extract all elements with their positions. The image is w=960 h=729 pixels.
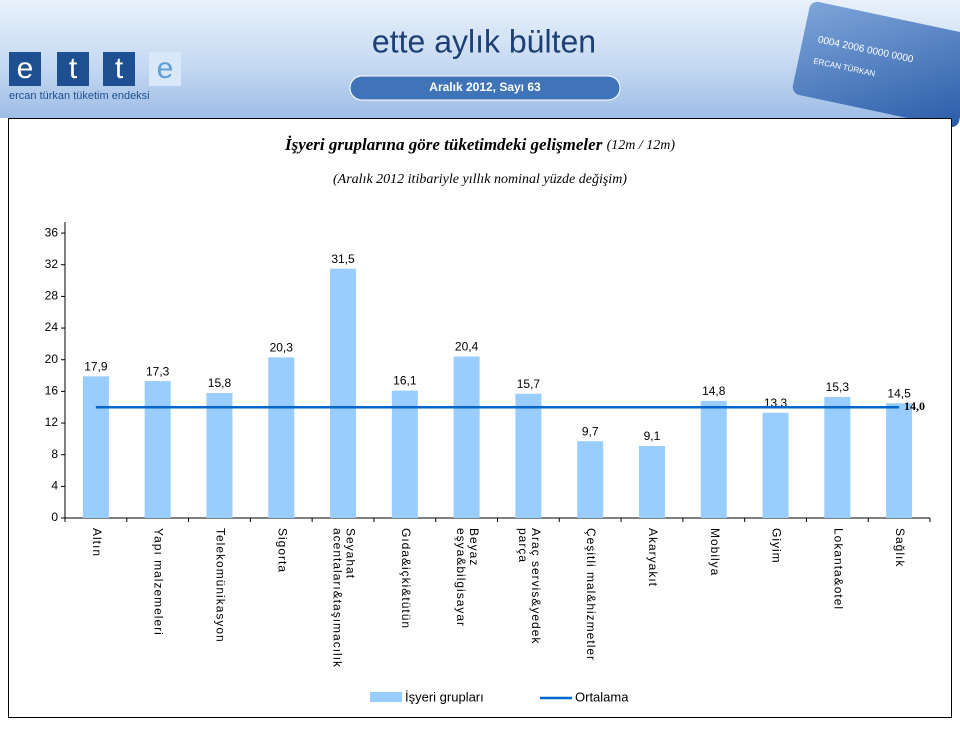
bar [638, 445, 665, 518]
issue-pill [349, 75, 621, 101]
bar [762, 412, 789, 518]
y-tick-label: 36 [45, 225, 59, 239]
y-tick-label: 20 [45, 352, 59, 366]
data-label: 20,3 [270, 341, 294, 355]
y-tick-label: 4 [51, 479, 58, 493]
logo-box [103, 52, 135, 86]
bar [886, 403, 913, 518]
data-label: 17,9 [84, 360, 108, 374]
logo: e t t e ercan türkan tüketim endeksi [9, 52, 181, 102]
legend-label: Ortalama [575, 689, 629, 704]
bar [824, 396, 851, 518]
y-tick-label: 16 [45, 384, 59, 398]
logo-box [9, 52, 41, 86]
data-label: 14,5 [887, 386, 911, 400]
bar [453, 356, 480, 518]
y-tick-label: 32 [45, 257, 59, 271]
data-label: 31,5 [331, 252, 355, 266]
logo-letter: e [157, 52, 174, 85]
data-label: 17,3 [146, 364, 170, 378]
bar [268, 357, 295, 518]
bar [515, 393, 542, 518]
bar [82, 376, 109, 518]
x-tick-label: Beyazeşya&bilgisayar [454, 528, 481, 627]
x-tick-label: Giyim [769, 528, 783, 564]
data-label: 9,7 [582, 424, 599, 438]
logo-letter: e [17, 52, 34, 85]
logo-caption: ercan türkan tüketim endeksi [9, 90, 150, 102]
bulletin-title: ette aylık bülten [372, 23, 596, 59]
logo-box [149, 52, 181, 86]
logo-box [57, 52, 89, 86]
bar [577, 441, 604, 518]
card-body [792, 1, 960, 128]
x-tick-label: Akaryakıt [646, 528, 660, 587]
bar [391, 390, 418, 518]
data-label: 16,1 [393, 374, 417, 388]
x-tick-label: Gıda&içki&tütün [399, 528, 413, 629]
y-tick-label: 28 [45, 289, 59, 303]
x-tick-label: Mobilya [708, 528, 722, 576]
x-tick-label: Yapı malzemeleri [152, 528, 166, 636]
data-label: 14,8 [702, 384, 726, 398]
bar [144, 381, 171, 518]
logo-letter: t [69, 52, 78, 85]
data-label: 20,4 [455, 340, 479, 354]
bar [700, 400, 727, 518]
card: 0004 2006 0000 0000 ERCAN TÜRKAN [792, 1, 960, 128]
chart-title: İşyeri gruplarına göre tüketimdeki geliş… [284, 135, 603, 154]
issue: Aralık 2012, Sayı 63 [429, 80, 541, 94]
x-tick-label: Sigorta [275, 528, 289, 573]
legend-label: İşyeri grupları [405, 689, 484, 704]
chart-title-note: (12m / 12m) [607, 138, 676, 153]
y-tick-label: 24 [45, 320, 59, 334]
data-label: 9,1 [644, 429, 661, 443]
x-tick-label: Altın [90, 528, 104, 557]
x-tick-label: Sağlık [893, 528, 907, 567]
y-tick-label: 8 [51, 447, 58, 461]
data-label: 15,7 [517, 377, 541, 391]
chart-title-line: İşyeri gruplarına göre tüketimdeki geliş… [284, 135, 675, 154]
data-label: 15,8 [208, 376, 232, 390]
legend-swatch [370, 692, 402, 702]
data-label: 15,3 [826, 380, 850, 394]
bar [330, 268, 357, 518]
x-tick-label: Seyahatacentaları&taşımacılık [330, 528, 357, 668]
y-tick-label: 0 [51, 510, 58, 524]
logo-letter: t [115, 52, 124, 85]
chart-subtitle: (Aralık 2012 itibariyle yıllık nominal y… [333, 172, 627, 187]
average-label: 14,0 [904, 399, 925, 413]
bar [206, 392, 233, 518]
x-tick-label: Lokanta&otel [831, 528, 845, 610]
x-tick-label: Araç servis&yedekparça [516, 528, 543, 644]
x-tick-label: Telekomünikasyon [213, 528, 227, 643]
x-tick-label: Çeşitli mal&hizmetler [584, 528, 598, 661]
y-tick-label: 12 [45, 415, 59, 429]
